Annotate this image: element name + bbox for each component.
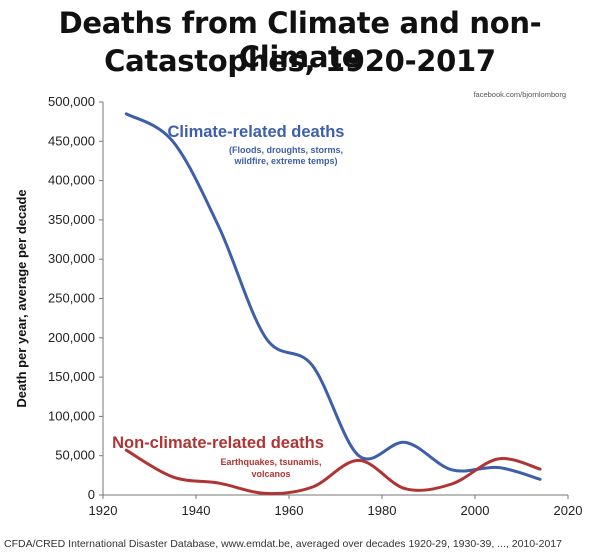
source-footnote: CFDA/CRED International Disaster Databas… <box>4 538 562 550</box>
x-tick-label: 1980 <box>368 503 397 518</box>
x-tick-label: 1960 <box>275 503 304 518</box>
y-tick-label: 500,000 <box>48 94 95 109</box>
series-note-climate-1: (Floods, droughts, storms, <box>229 145 343 155</box>
chart-title-line-2: Catastophes, 1920-2017 <box>104 44 496 78</box>
y-tick-label: 400,000 <box>48 173 95 188</box>
x-tick-label: 1920 <box>89 503 118 518</box>
series-note-climate-2: wildfire, extreme temps) <box>233 156 337 166</box>
y-tick-label: 50,000 <box>55 448 95 463</box>
series-line-climate <box>124 112 542 481</box>
series-label-climate: Climate-related deaths <box>168 123 345 141</box>
chart-title-line-1: Deaths from Climate and non-Climate <box>58 6 542 74</box>
x-tick-label: 2000 <box>461 503 490 518</box>
series-note-non-climate-1: Earthquakes, tsunamis, <box>220 457 321 467</box>
y-tick-label: 250,000 <box>48 291 95 306</box>
x-tick-label: 2020 <box>554 503 583 518</box>
attribution-text: facebook.com/bjornlomborg <box>473 90 566 99</box>
y-tick-label: 200,000 <box>48 330 95 345</box>
series-line-non-climate <box>124 448 542 496</box>
x-tick-label: 1940 <box>182 503 211 518</box>
series-note-non-climate-2: volcanos <box>251 469 290 479</box>
y-axis-label: Death per year, average per decade <box>14 189 29 407</box>
y-tick-label: 150,000 <box>48 369 95 384</box>
y-tick-label: 300,000 <box>48 251 95 266</box>
y-tick-label: 0 <box>88 487 95 502</box>
series-label-non-climate: Non-climate-related deaths <box>112 434 324 452</box>
y-tick-label: 350,000 <box>48 212 95 227</box>
y-tick-label: 450,000 <box>48 133 95 148</box>
y-tick-label: 100,000 <box>48 408 95 423</box>
